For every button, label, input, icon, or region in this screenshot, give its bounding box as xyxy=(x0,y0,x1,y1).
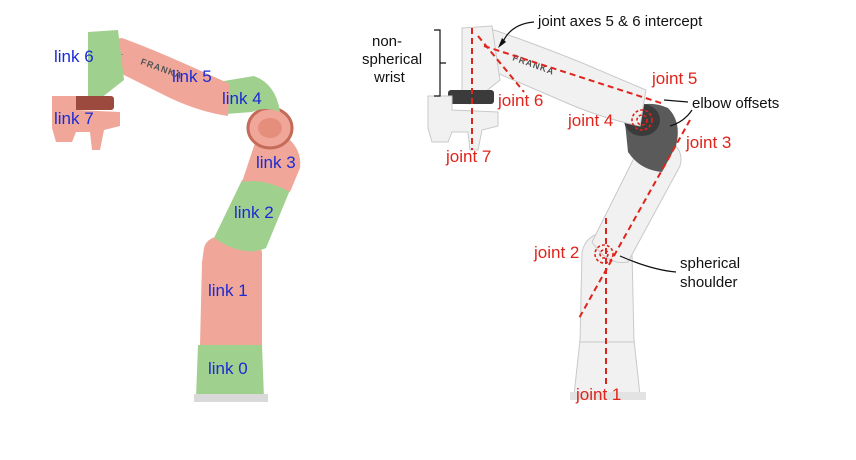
joint-2-ring-inner xyxy=(599,249,609,259)
joint-4-label: joint 4 xyxy=(567,111,613,130)
nonspherical-line2: spherical xyxy=(362,51,422,68)
shoulder-line1: spherical xyxy=(680,255,740,272)
joint-1-label: joint 1 xyxy=(575,385,621,404)
link-2-shape xyxy=(214,177,290,252)
joint-5-label: joint 5 xyxy=(651,69,697,88)
link-0-shape xyxy=(196,345,264,398)
joint-4-ring-outer xyxy=(631,109,653,131)
base-plate xyxy=(194,394,268,402)
left-link-labels: link 0 link 1 link 2 link 3 link 4 link … xyxy=(54,47,296,378)
intercept-arrowhead xyxy=(498,38,506,48)
robot-base-plate xyxy=(570,392,646,400)
joint-7-label: joint 7 xyxy=(445,147,491,166)
elbow-leader-2 xyxy=(669,109,693,127)
link-0-label: link 0 xyxy=(208,359,248,378)
link-4-shape xyxy=(218,76,280,114)
joint-6-label: joint 6 xyxy=(497,91,543,110)
joint-axes xyxy=(471,28,691,386)
robot-forearm xyxy=(479,29,647,127)
joint-6-axis xyxy=(477,35,525,93)
link-6-shape xyxy=(88,30,124,102)
link-2-label: link 2 xyxy=(234,203,274,222)
link-3-label: link 3 xyxy=(256,153,296,172)
elbow-leader-1 xyxy=(663,99,689,103)
link-1-shape xyxy=(200,234,262,345)
annotations: joint axes 5 & 6 intercept non- spherica… xyxy=(362,13,779,291)
intercept-annotation: joint axes 5 & 6 intercept xyxy=(537,13,703,30)
left-panel-link-segmentation: FRANKA ⁘ xyxy=(52,30,301,402)
nonspherical-line1: non- xyxy=(372,33,402,50)
shoulder-leader xyxy=(619,255,677,273)
elbow-disc-inner xyxy=(258,118,282,138)
link-5-label: link 5 xyxy=(172,67,212,86)
shoulder-line2: shoulder xyxy=(680,274,738,291)
joint-4-ring-inner xyxy=(636,114,648,126)
robot-gripper xyxy=(427,95,499,151)
joint-2-label: joint 2 xyxy=(533,243,579,262)
nonspherical-line3: wrist xyxy=(373,69,406,86)
joint-5-axis xyxy=(483,45,665,105)
joint-labels: joint 1 joint 2 joint 3 joint 4 joint 5 … xyxy=(445,69,731,404)
robot-flange xyxy=(448,90,494,104)
link-3-shape xyxy=(242,134,301,192)
joint-2-ring-outer xyxy=(594,244,614,264)
joint-3-label: joint 3 xyxy=(685,133,731,152)
link-7-shape xyxy=(52,96,120,150)
link-7-flange xyxy=(70,96,114,110)
link-4-label: link 4 xyxy=(222,89,262,108)
link-1-label: link 1 xyxy=(208,281,248,300)
link-5-shape xyxy=(108,38,230,116)
right-panel-robot: FRANKA ⁘ xyxy=(427,25,682,400)
link-6-label: link 6 xyxy=(54,47,94,66)
elbow-annotation: elbow offsets xyxy=(692,95,779,112)
nonspherical-bracket xyxy=(434,29,446,97)
link-7-label: link 7 xyxy=(54,109,94,128)
joint-3-axis xyxy=(577,119,691,321)
